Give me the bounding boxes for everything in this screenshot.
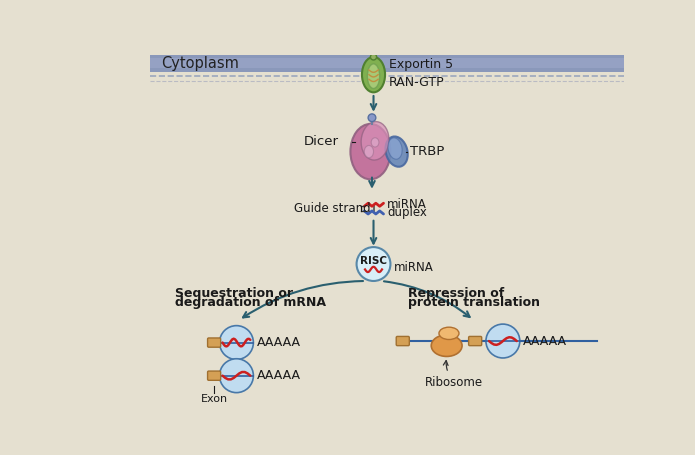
Text: Sequestration or: Sequestration or <box>175 287 293 300</box>
Text: TRBP: TRBP <box>411 145 445 158</box>
Ellipse shape <box>439 327 459 339</box>
Text: Guide strand: Guide strand <box>294 202 371 215</box>
Circle shape <box>368 114 376 121</box>
Circle shape <box>357 247 391 281</box>
FancyBboxPatch shape <box>396 336 409 346</box>
Text: duplex: duplex <box>387 206 427 219</box>
Text: Dicer: Dicer <box>304 135 339 148</box>
Text: Exportin 5
RAN-GTP: Exportin 5 RAN-GTP <box>389 58 453 89</box>
Text: Repression of: Repression of <box>408 287 505 300</box>
Bar <box>150 55 624 71</box>
Text: Exon: Exon <box>201 394 228 404</box>
Ellipse shape <box>371 138 379 147</box>
Circle shape <box>220 326 254 359</box>
Circle shape <box>220 359 254 393</box>
Text: miRNA: miRNA <box>393 261 433 273</box>
Circle shape <box>486 324 520 358</box>
Text: Ribosome: Ribosome <box>425 360 484 389</box>
Text: AAAAA: AAAAA <box>256 369 300 382</box>
Text: AAAAA: AAAAA <box>256 336 300 349</box>
Text: Cytoplasm: Cytoplasm <box>161 56 239 71</box>
Ellipse shape <box>388 138 402 159</box>
Ellipse shape <box>432 335 462 356</box>
Ellipse shape <box>350 124 391 179</box>
Text: degradation of mRNA: degradation of mRNA <box>175 296 326 309</box>
Text: miRNA: miRNA <box>387 198 427 211</box>
Text: RISC: RISC <box>360 256 387 266</box>
FancyBboxPatch shape <box>208 371 221 380</box>
Ellipse shape <box>364 146 373 158</box>
Ellipse shape <box>368 64 379 88</box>
Text: AAAAA: AAAAA <box>523 334 567 348</box>
Ellipse shape <box>361 121 389 160</box>
Text: protein translation: protein translation <box>408 296 540 309</box>
Circle shape <box>370 54 377 60</box>
Ellipse shape <box>386 136 408 167</box>
FancyBboxPatch shape <box>208 338 221 347</box>
Bar <box>150 58 624 68</box>
Ellipse shape <box>362 57 385 92</box>
FancyBboxPatch shape <box>468 336 482 346</box>
